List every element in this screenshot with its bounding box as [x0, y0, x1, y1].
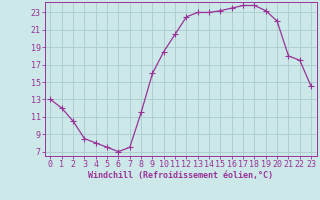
X-axis label: Windchill (Refroidissement éolien,°C): Windchill (Refroidissement éolien,°C): [88, 171, 273, 180]
